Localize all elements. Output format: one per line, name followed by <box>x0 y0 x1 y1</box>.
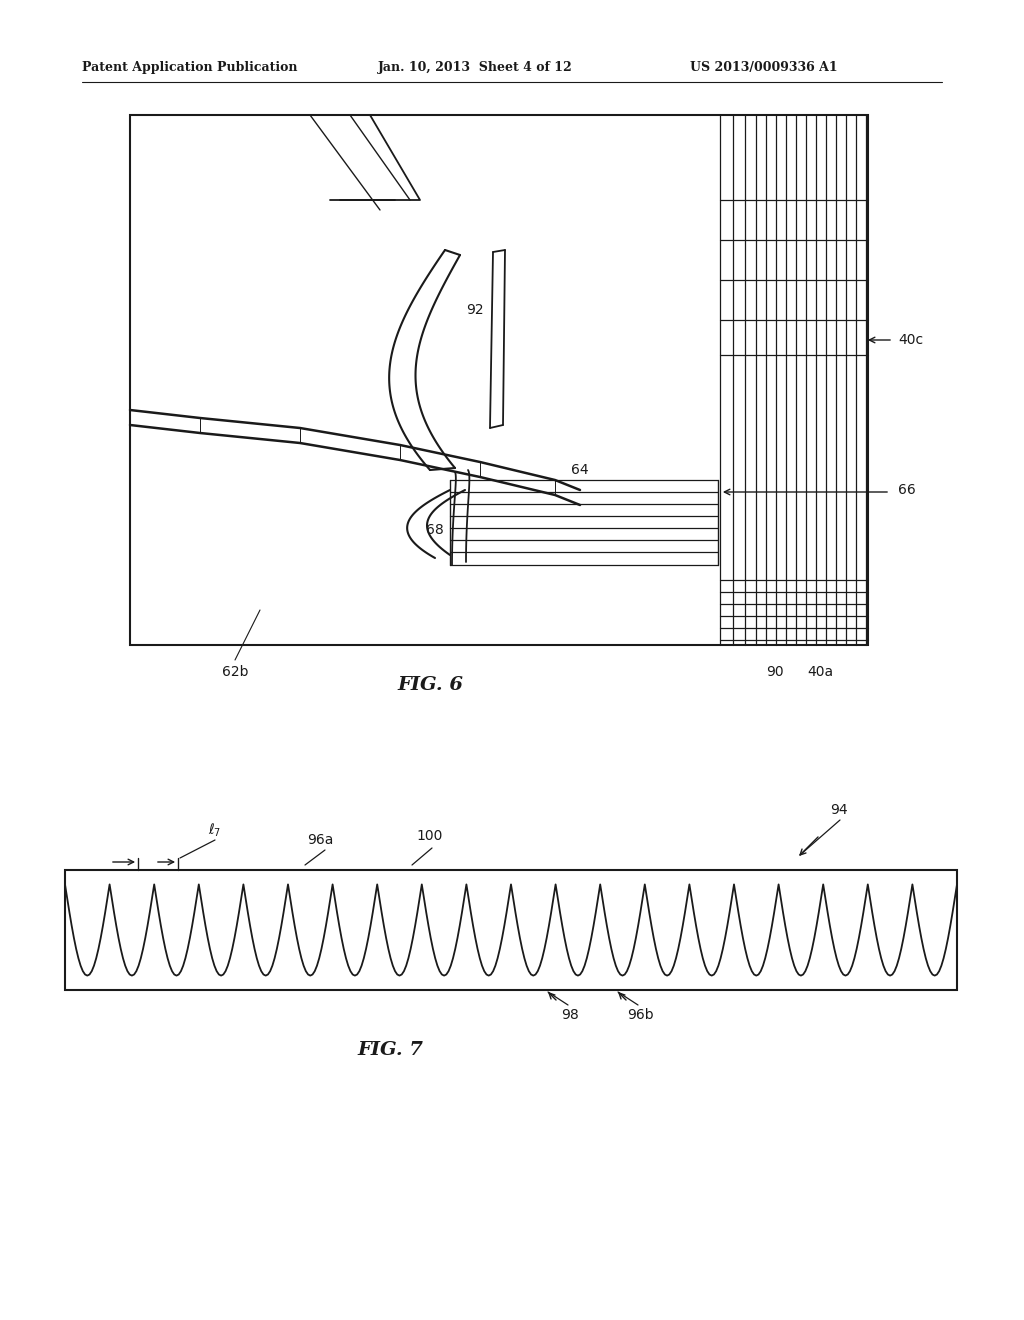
Text: 94: 94 <box>830 803 848 817</box>
Text: US 2013/0009336 A1: US 2013/0009336 A1 <box>690 62 838 74</box>
Text: 90: 90 <box>766 665 783 678</box>
Text: FIG. 6: FIG. 6 <box>397 676 463 694</box>
Text: 64: 64 <box>571 463 589 477</box>
Text: 62b: 62b <box>222 665 248 678</box>
Text: 96b: 96b <box>627 1008 653 1022</box>
Text: Patent Application Publication: Patent Application Publication <box>82 62 298 74</box>
Text: Jan. 10, 2013  Sheet 4 of 12: Jan. 10, 2013 Sheet 4 of 12 <box>378 62 572 74</box>
Text: 92: 92 <box>466 304 483 317</box>
Text: FIG. 7: FIG. 7 <box>357 1041 423 1059</box>
Text: 96a: 96a <box>307 833 333 847</box>
Text: 100: 100 <box>417 829 443 843</box>
Text: 40a: 40a <box>807 665 834 678</box>
Text: $\ell_7$: $\ell_7$ <box>208 821 221 838</box>
Text: 66: 66 <box>898 483 915 498</box>
Text: 40c: 40c <box>898 333 923 347</box>
Text: 68: 68 <box>426 523 443 537</box>
Text: 98: 98 <box>561 1008 579 1022</box>
Bar <box>65 870 957 990</box>
Bar <box>130 115 868 645</box>
